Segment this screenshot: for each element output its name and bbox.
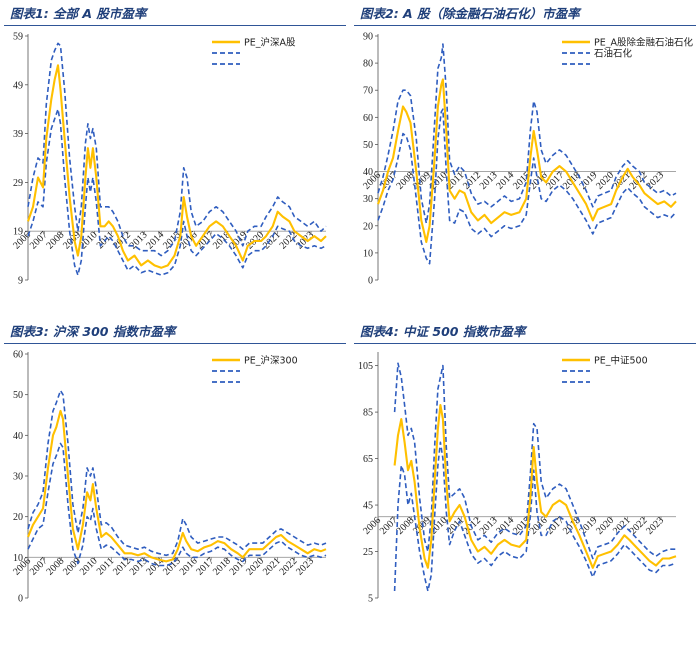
y-tick-label: 50 <box>363 140 373 151</box>
y-tick-label: 80 <box>363 59 373 70</box>
panel-title: 图表4: 中证 500 指数市盈率 <box>354 322 696 344</box>
y-tick-label: 40 <box>13 431 23 442</box>
legend-label: PE_沪深A股 <box>244 37 296 49</box>
x-tick-label: 2023 <box>644 515 666 537</box>
y-tick-label: 25 <box>363 547 373 558</box>
chart-pe-csi500: 5254565851052006200720082009201020112012… <box>358 352 677 605</box>
x-tick-label: 2023 <box>294 556 316 578</box>
panel-title: 图表1: 全部 A 股市盈率 <box>4 4 346 26</box>
legend-label: PE_中证500 <box>594 355 648 367</box>
y-tick-label: 30 <box>363 194 373 205</box>
y-tick-label: 0 <box>18 594 23 605</box>
y-tick-label: 85 <box>363 408 373 419</box>
y-tick-label: 0 <box>368 276 373 287</box>
chart-pe-csi300: 0102030405060200620072008200920102011201… <box>11 350 327 605</box>
series-line-dashed-lower <box>393 441 677 592</box>
y-tick-label: 65 <box>363 454 373 465</box>
series-line-pe <box>377 78 677 244</box>
panel-3: 图表3: 沪深 300 指数市盈率 0 10 20 30 40 50 60 2006 2007 2… <box>4 322 346 645</box>
x-tick-label: 2023 <box>644 170 666 192</box>
panel-4: 图表4: 中证 500 指数市盈率 5 25 45 65 85 105 2006 2007 20… <box>354 322 696 645</box>
panel-1: 图表1: 全部 A 股市盈率 9 19 29 39 49 59 2006 2007 2008 20… <box>4 4 346 327</box>
y-tick-label: 40 <box>363 167 373 178</box>
y-tick-label: 70 <box>363 86 373 97</box>
series-line-dashed-lower <box>27 442 327 567</box>
y-tick-label: 5 <box>368 594 373 605</box>
y-tick-label: 20 <box>13 512 23 523</box>
legend-label: 石油石化 <box>594 48 633 60</box>
panel-title: 图表3: 沪深 300 指数市盈率 <box>4 322 346 344</box>
y-tick-label: 19 <box>13 227 23 238</box>
y-tick-label: 105 <box>358 361 373 372</box>
y-tick-label: 10 <box>363 248 373 259</box>
legend-label: PE_沪深300 <box>244 355 298 367</box>
series-line-pe <box>27 409 327 563</box>
series-line-dashed-lower <box>377 108 677 265</box>
y-tick-label: 45 <box>363 501 373 512</box>
y-tick-label: 10 <box>13 553 23 564</box>
series-line-dashed-upper <box>377 43 677 224</box>
y-tick-label: 59 <box>13 32 23 43</box>
series-line-dashed-upper <box>393 362 676 560</box>
y-tick-label: 50 <box>13 390 23 401</box>
series-line-pe <box>393 404 677 569</box>
series-line-dashed-lower <box>27 108 327 276</box>
y-tick-label: 30 <box>13 472 23 483</box>
chart-pe-a-ex-financials: 0102030405060708090200620072008200920102… <box>361 32 693 287</box>
y-tick-label: 49 <box>13 80 23 91</box>
chart-pe-all-a-shares: 9192939495920062007200820092010201120122… <box>11 32 327 287</box>
series-line-pe <box>27 64 327 269</box>
legend-label: PE_A股除金融石油石化 <box>594 37 693 49</box>
y-tick-label: 20 <box>363 221 373 232</box>
panel-2: 图表2: A 股（除金融石油石化）市盈率 0 10 20 30 40 50 60 70 80 90… <box>354 4 696 327</box>
y-tick-label: 60 <box>13 350 23 361</box>
y-tick-label: 9 <box>18 276 23 287</box>
y-tick-label: 39 <box>13 129 23 140</box>
y-tick-label: 60 <box>363 113 373 124</box>
y-tick-label: 90 <box>363 32 373 43</box>
panel-title: 图表2: A 股（除金融石油石化）市盈率 <box>354 4 696 26</box>
y-tick-label: 29 <box>13 178 23 189</box>
series-line-dashed-upper <box>27 42 327 257</box>
